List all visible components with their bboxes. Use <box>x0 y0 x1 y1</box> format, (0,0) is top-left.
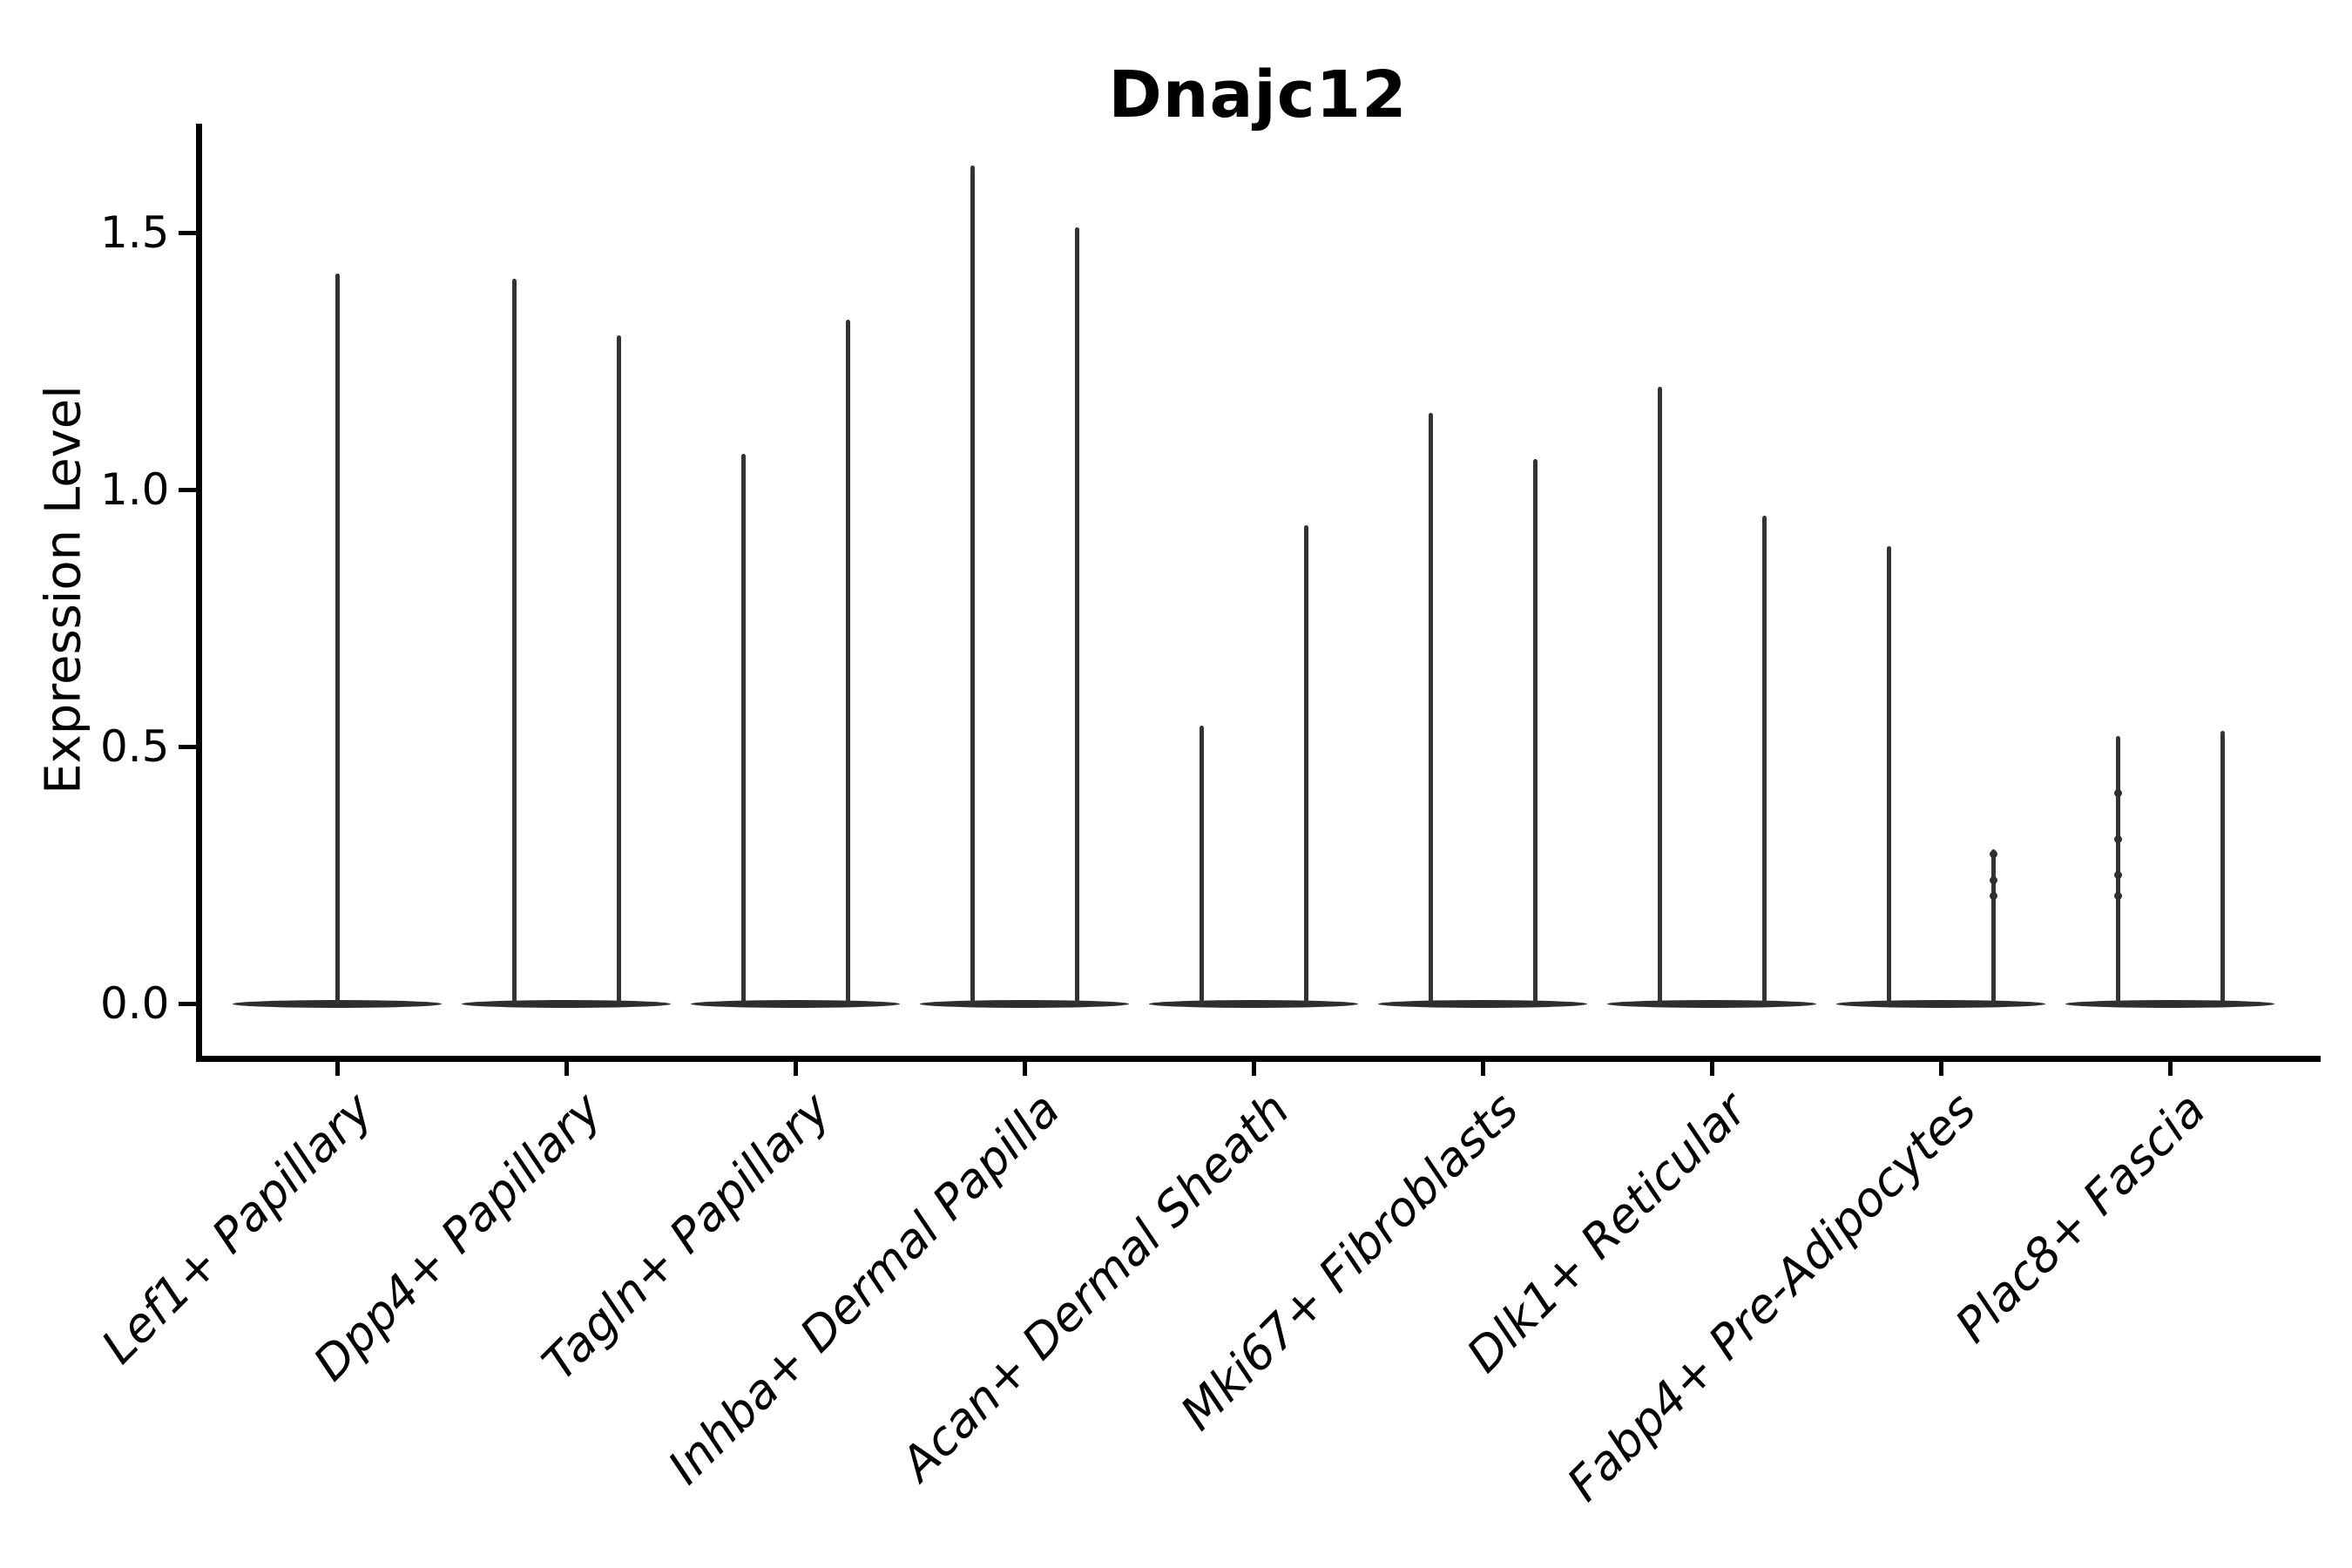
violin-base <box>691 999 900 1008</box>
jitter-dot <box>1989 891 1997 900</box>
x-tick-label: Inhba+ Dermal Papilla <box>657 1082 1071 1495</box>
x-tick-mark <box>1480 1062 1485 1076</box>
violin-spike <box>1657 387 1662 1004</box>
violin-base <box>1607 999 1816 1008</box>
jitter-dot <box>2113 871 2122 879</box>
violin-base <box>462 999 671 1008</box>
violin-spike <box>1886 545 1891 1004</box>
violin-spike <box>1199 726 1204 1004</box>
violin-base <box>233 999 442 1008</box>
y-axis-spine <box>195 124 202 1062</box>
violin-spike <box>2115 736 2120 1004</box>
y-tick-mark <box>178 1001 196 1006</box>
x-axis-spine <box>195 1056 2321 1062</box>
violin-spike <box>2220 731 2225 1004</box>
violin-spike <box>511 279 517 1004</box>
violin-base <box>1378 999 1587 1008</box>
violin-base <box>1836 999 2045 1008</box>
y-tick-label: 1.5 <box>99 207 170 258</box>
violin-spike <box>970 166 975 1004</box>
x-tick-label: Acan+ Dermal Sheath <box>889 1082 1300 1491</box>
y-tick-mark <box>178 744 196 749</box>
violin-spike <box>1990 849 1996 1004</box>
violin-spike <box>1532 458 1538 1004</box>
x-tick-mark <box>1938 1062 1943 1076</box>
violin-base <box>920 999 1129 1008</box>
violin-spike <box>1074 227 1079 1004</box>
x-tick-label: Plac8+ Fascia <box>1944 1082 2216 1354</box>
violin-spike <box>845 320 850 1004</box>
violin-base <box>1149 999 1358 1008</box>
x-tick-mark <box>335 1062 340 1076</box>
x-tick-mark <box>2167 1062 2173 1076</box>
x-tick-mark <box>1709 1062 1714 1076</box>
violin-base <box>2065 999 2274 1008</box>
violin-spike <box>740 453 746 1004</box>
x-tick-label: Fabp4+ Pre-Adipocytes <box>1557 1082 1987 1512</box>
chart-title: Dnajc12 <box>1108 57 1408 132</box>
jitter-dot <box>2113 788 2122 797</box>
violin-spike <box>335 274 340 1004</box>
violin-spike <box>1761 515 1767 1004</box>
x-tick-mark <box>793 1062 798 1076</box>
y-tick-label: 1.0 <box>99 464 170 515</box>
y-tick-label: 0.0 <box>99 978 170 1029</box>
violin-spike <box>1428 412 1433 1004</box>
x-tick-mark <box>1022 1062 1027 1076</box>
y-tick-mark <box>178 487 196 492</box>
violin-spike <box>616 335 621 1004</box>
y-tick-mark <box>178 230 196 235</box>
jitter-dot <box>2113 835 2122 843</box>
x-tick-mark <box>1251 1062 1256 1076</box>
jitter-dot <box>1989 850 1997 859</box>
y-tick-label: 0.5 <box>99 721 170 772</box>
violin-spike <box>1303 525 1308 1004</box>
jitter-dot <box>2113 891 2122 900</box>
jitter-dot <box>1989 875 1997 884</box>
x-tick-mark <box>564 1062 569 1076</box>
